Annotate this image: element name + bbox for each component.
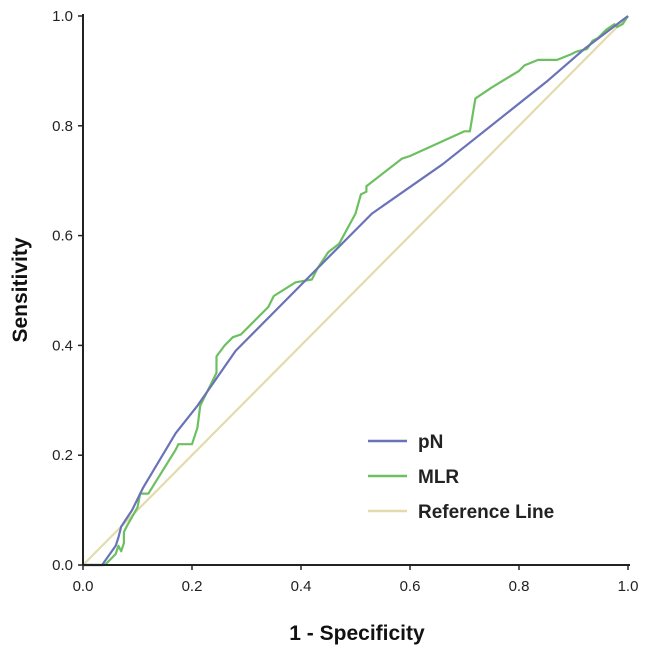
y-tick-label: 1.0 — [52, 8, 73, 25]
legend: pN MLR Reference Line — [368, 432, 554, 523]
legend-label-reference-line: Reference Line — [418, 502, 554, 523]
y-tick-label: 0.8 — [52, 118, 73, 135]
y-tick-label: 0.4 — [52, 337, 73, 354]
y-axis-title: Sensitivity — [9, 237, 32, 342]
y-tick-label: 0.0 — [52, 557, 73, 574]
legend-label-pn: pN — [418, 432, 443, 453]
series-layer — [82, 15, 629, 567]
series-line-mlr — [83, 15, 629, 567]
x-tick-label: 0.6 — [400, 578, 421, 595]
series-line-pn — [83, 15, 629, 567]
x-tick-label: 0.8 — [509, 578, 530, 595]
y-tick-label: 0.2 — [52, 447, 73, 464]
x-tick-label: 0.4 — [291, 578, 312, 595]
x-tick-label: 0.2 — [182, 578, 203, 595]
y-tick-label: 0.6 — [52, 228, 73, 245]
x-axis-title: 1 - Specificity — [289, 622, 425, 645]
legend-label-mlr: MLR — [418, 467, 459, 488]
ticks-layer: 0.0 0.2 0.4 0.6 0.8 1.0 0.0 0.2 0.4 0.6 0.8 1.0 — [52, 8, 638, 595]
series-line-reference-line — [82, 15, 629, 566]
x-tick-label: 1.0 — [618, 578, 639, 595]
axes-layer — [82, 14, 630, 566]
x-tick-label: 0.0 — [73, 578, 94, 595]
